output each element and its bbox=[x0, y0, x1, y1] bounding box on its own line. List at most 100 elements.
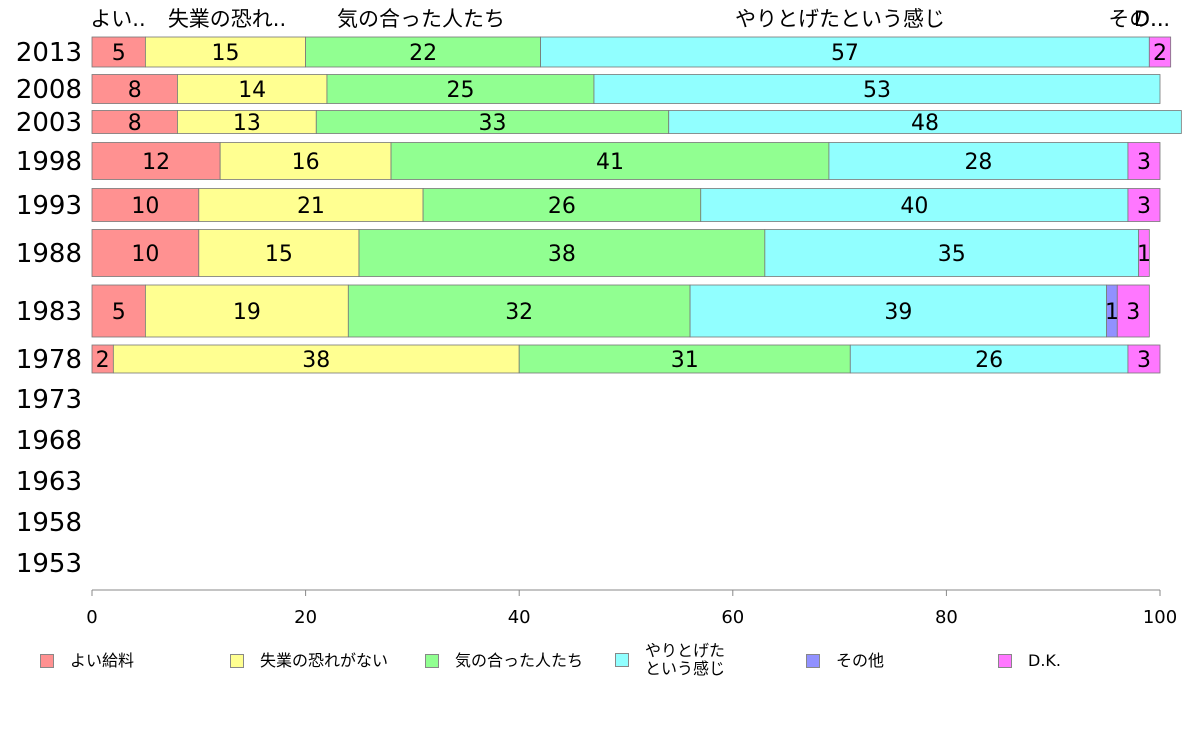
y-category-label: 1963 bbox=[16, 467, 82, 497]
bar-segment bbox=[849, 344, 1129, 374]
series-top-label: 失業の恐れ.. bbox=[168, 7, 286, 31]
legend-swatch bbox=[998, 654, 1012, 668]
data-label: 40 bbox=[900, 194, 928, 219]
data-label: 38 bbox=[548, 242, 576, 267]
data-label: 33 bbox=[479, 111, 507, 136]
legend-item: 失業の恐れがない bbox=[230, 652, 388, 670]
bar-segment bbox=[593, 74, 1161, 104]
data-label: 35 bbox=[938, 242, 966, 267]
data-label: 15 bbox=[265, 242, 293, 267]
y-category-label: 2013 bbox=[16, 38, 82, 68]
bar-segment bbox=[219, 142, 392, 180]
bar-segment bbox=[1148, 36, 1172, 68]
legend-swatch bbox=[230, 654, 244, 668]
data-label: 38 bbox=[302, 348, 330, 373]
data-label: 2 bbox=[1153, 41, 1167, 66]
y-category-label: 1983 bbox=[16, 297, 82, 327]
data-label: 21 bbox=[297, 194, 325, 219]
bar-segment bbox=[144, 284, 349, 338]
legend-item: D.K. bbox=[998, 652, 1061, 670]
legend-swatch bbox=[615, 653, 629, 667]
y-category-label: 1953 bbox=[16, 549, 82, 579]
y-category-label: 1978 bbox=[16, 345, 82, 375]
legend-item: やりとげた という感じ bbox=[615, 642, 725, 678]
legend-swatch bbox=[806, 654, 820, 668]
bar-segment bbox=[198, 188, 424, 222]
y-category-label: 1973 bbox=[16, 385, 82, 415]
bar-segment bbox=[91, 74, 178, 104]
bar-segment bbox=[689, 284, 1108, 338]
series-top-label: その.. bbox=[1108, 7, 1163, 31]
x-tick-label: 0 bbox=[86, 607, 97, 628]
data-label: 3 bbox=[1137, 348, 1151, 373]
bar-segment bbox=[1127, 142, 1161, 180]
y-category-label: 1988 bbox=[16, 239, 82, 269]
series-top-label: D... bbox=[1134, 7, 1170, 31]
y-category-label: 1968 bbox=[16, 426, 82, 456]
bar-segment bbox=[668, 110, 1182, 134]
data-label: 16 bbox=[292, 150, 320, 175]
bar-segment bbox=[112, 344, 520, 374]
bar-segment bbox=[305, 36, 541, 68]
data-label: 32 bbox=[505, 300, 533, 325]
data-label: 26 bbox=[975, 348, 1003, 373]
data-label: 53 bbox=[863, 78, 891, 103]
bar-segment bbox=[1116, 284, 1150, 338]
data-label: 39 bbox=[884, 300, 912, 325]
chart: 0 20 40 60 80 1002013200820031998199319881983… bbox=[16, 7, 1182, 628]
bar-segment bbox=[390, 142, 830, 180]
data-label: 28 bbox=[964, 150, 992, 175]
data-label: 31 bbox=[671, 348, 699, 373]
legend-label: 失業の恐れがない bbox=[260, 651, 389, 670]
data-label: 12 bbox=[142, 150, 170, 175]
data-label: 19 bbox=[233, 300, 261, 325]
data-label: 25 bbox=[446, 78, 474, 103]
bar-segment bbox=[91, 36, 146, 68]
data-label: 1 bbox=[1105, 300, 1119, 325]
legend-item: その他 bbox=[806, 652, 884, 670]
data-label: 57 bbox=[831, 41, 859, 66]
legend-item: 気の合った人たち bbox=[425, 652, 583, 670]
y-category-label: 1993 bbox=[16, 191, 82, 221]
y-category-label: 2008 bbox=[16, 75, 82, 105]
legend-item: よい給料 bbox=[40, 652, 134, 670]
bar-segment bbox=[177, 74, 328, 104]
bar-segment bbox=[1127, 188, 1161, 222]
x-tick-label: 100 bbox=[1143, 607, 1177, 628]
bar-segment bbox=[91, 229, 200, 277]
data-label: 15 bbox=[212, 41, 240, 66]
data-label: 22 bbox=[409, 41, 437, 66]
bar-segment bbox=[326, 74, 595, 104]
bar-segment bbox=[540, 36, 1150, 68]
data-label: 26 bbox=[548, 194, 576, 219]
x-tick-label: 40 bbox=[508, 607, 531, 628]
bar-segment bbox=[1127, 344, 1161, 374]
legend-label: D.K. bbox=[1028, 651, 1061, 670]
series-top-label: 気の合った人たち bbox=[337, 7, 505, 31]
data-label: 10 bbox=[131, 194, 159, 219]
data-label: 5 bbox=[112, 300, 126, 325]
bar-segment bbox=[1138, 229, 1150, 277]
legend: よい給料 失業の恐れがない 気の合った人たち やりとげた という感じ その他 D.K. bbox=[0, 640, 1188, 690]
legend-label: やりとげた という感じ bbox=[645, 641, 726, 678]
data-label: 14 bbox=[238, 78, 266, 103]
data-label: 13 bbox=[233, 111, 261, 136]
x-tick-label: 60 bbox=[721, 607, 744, 628]
data-label: 5 bbox=[112, 41, 126, 66]
bar-segment bbox=[358, 229, 766, 277]
data-label: 3 bbox=[1126, 300, 1140, 325]
bar-segment bbox=[764, 229, 1140, 277]
x-tick-label: 20 bbox=[294, 607, 317, 628]
data-label: 8 bbox=[128, 111, 142, 136]
bar-segment bbox=[347, 284, 691, 338]
series-top-label: よい.. bbox=[90, 7, 145, 31]
bar-segment bbox=[91, 188, 200, 222]
legend-label: その他 bbox=[836, 651, 885, 670]
bar-segment bbox=[422, 188, 702, 222]
data-label: 8 bbox=[128, 78, 142, 103]
bar-segment bbox=[144, 36, 306, 68]
data-label: 41 bbox=[596, 150, 624, 175]
legend-swatch bbox=[425, 654, 439, 668]
y-category-label: 1998 bbox=[16, 147, 82, 177]
data-label: 3 bbox=[1137, 194, 1151, 219]
